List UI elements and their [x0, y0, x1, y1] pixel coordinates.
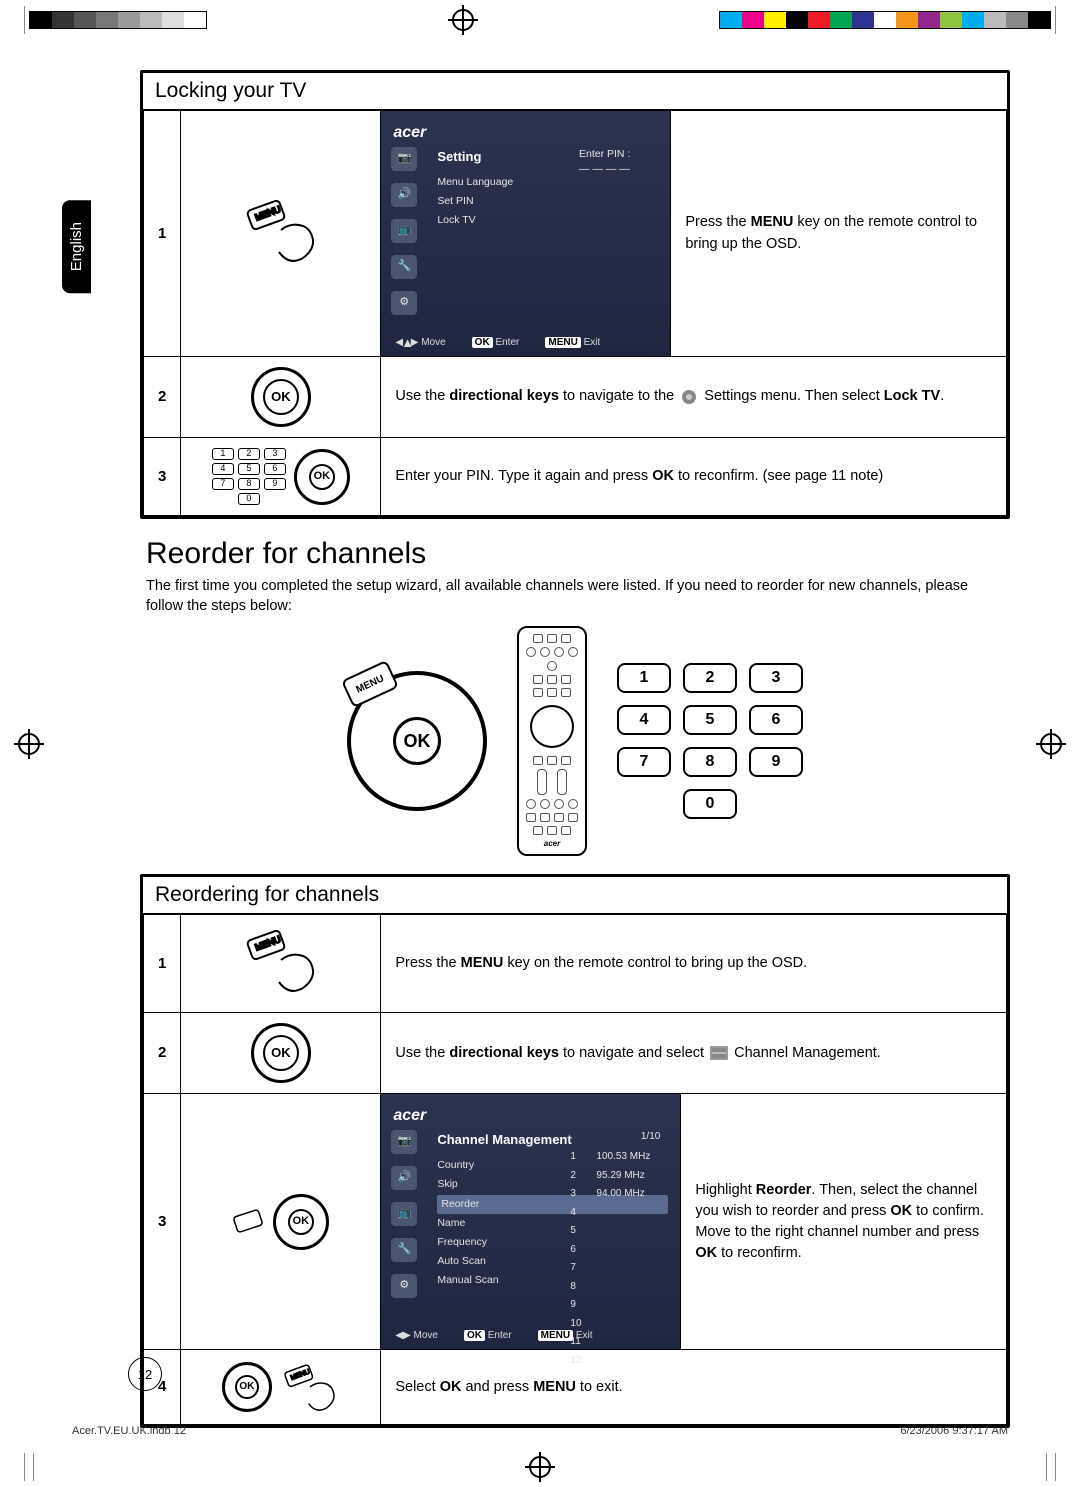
menu-press-icon: MENU [241, 925, 321, 995]
language-tab: English [62, 200, 91, 293]
registration-mark-top [452, 9, 474, 31]
remote-figure: MENU OK acer 1 2 3 4 [140, 626, 1010, 856]
footer-enter: Enter [488, 1330, 512, 1341]
osd-icon: 📺 [391, 1202, 417, 1226]
key-4: 4 [617, 705, 671, 735]
print-marks-bottom [0, 1447, 1080, 1487]
step3-text: Enter your PIN. Type it again and press … [381, 438, 1007, 516]
step-number: 1 [144, 111, 181, 357]
menu-tag-icon [233, 1207, 267, 1237]
ok-ring-icon: OK [294, 449, 350, 505]
print-footer-right: 6/23/2006 9:37:17 AM [900, 1425, 1008, 1441]
footer-move: Move [421, 337, 445, 348]
gear-icon [680, 388, 698, 406]
locking-title: Locking your TV [143, 73, 1007, 110]
key-6: 6 [749, 705, 803, 735]
osd-title: Channel Management [437, 1131, 668, 1150]
key-1: 1 [617, 663, 671, 693]
print-footer: Acer.TV.EU.UK.indb 12 6/23/2006 9:37:17 … [0, 1425, 1080, 1441]
osd-icon: 🔊 [391, 183, 417, 207]
color-bar [719, 11, 1051, 29]
ok-ring-icon: OK [251, 367, 311, 427]
footer-menu-tag: MENU [538, 1330, 573, 1341]
channel-mgmt-icon [710, 1046, 728, 1060]
registration-mark-right [1040, 733, 1062, 755]
remote-logo: acer [544, 839, 560, 848]
locking-steps-table: 1 MENU acer [143, 110, 1007, 516]
reordering-steps-table: 1 MENU Press the MENU key on the remote … [143, 914, 1007, 1425]
osd-pager: 1/10 [641, 1130, 660, 1145]
key-8: 8 [683, 747, 737, 777]
step2-illustration: OK [181, 357, 381, 438]
step-number: 1 [144, 915, 181, 1013]
osd-icon: 📺 [391, 219, 417, 243]
osd-icon: 🔊 [391, 1166, 417, 1190]
osd-icon: 🔧 [391, 255, 417, 279]
rstep1-illustration: MENU [181, 915, 381, 1013]
reorder-heading: Reorder for channels [146, 537, 1010, 571]
menu-press-icon: MENU [280, 1360, 340, 1414]
registration-mark-left [18, 733, 40, 755]
rstep1-text: Press the MENU key on the remote control… [381, 915, 1007, 1013]
grayscale-bar [29, 11, 207, 29]
osd-icon: 🔧 [391, 1238, 417, 1262]
footer-ok-tag: OK [464, 1330, 485, 1341]
key-9: 9 [749, 747, 803, 777]
pin-label: Enter PIN : [579, 148, 630, 160]
print-marks-top [0, 0, 1080, 40]
step-number: 2 [144, 357, 181, 438]
ok-ring-icon: OK [251, 1023, 311, 1083]
key-7: 7 [617, 747, 671, 777]
osd-icon: ⚙ [391, 1274, 417, 1298]
remote-illustration: acer [517, 626, 587, 856]
rstep3-text: Highlight Reorder. Then, select the chan… [681, 1094, 1007, 1350]
big-ok-ring: MENU OK [347, 671, 487, 811]
reorder-paragraph: The first time you completed the setup w… [146, 577, 1004, 616]
osd-channel-mgmt-screenshot: acer 📷 🔊 📺 🔧 ⚙ Channel Management Count [381, 1094, 680, 1349]
footer-exit: Exit [576, 1330, 593, 1341]
step1-text: Press the MENU key on the remote control… [671, 111, 1007, 357]
rstep4-illustration: OK MENU [181, 1350, 381, 1425]
osd-setting-screenshot: acer 📷 🔊 📺 🔧 ⚙ Setting Menu Language [381, 111, 670, 356]
big-keypad: 1 2 3 4 5 6 7 8 9 0 [617, 663, 803, 819]
ok-ring-icon: OK [222, 1362, 272, 1412]
reordering-title: Reordering for channels [143, 877, 1007, 914]
reordering-panel: Reordering for channels 1 MENU [140, 874, 1010, 1428]
rstep2-text: Use the directional keys to navigate and… [381, 1013, 1007, 1094]
footer-menu-tag: MENU [545, 337, 580, 348]
key-0: 0 [683, 789, 737, 819]
osd-icon: 📷 [391, 1130, 417, 1154]
registration-mark-bottom [529, 1456, 551, 1478]
step1-illustration: MENU [181, 111, 381, 357]
locking-panel: Locking your TV 1 MENU [140, 70, 1010, 519]
footer-ok-tag: OK [472, 337, 493, 348]
page-number: 12 [128, 1357, 162, 1391]
footer-exit: Exit [584, 337, 601, 348]
osd-item: Set PIN [437, 192, 658, 211]
footer-enter: Enter [495, 337, 519, 348]
step2-text: Use the directional keys to navigate to … [381, 357, 1007, 438]
ok-ring-icon: OK [273, 1194, 329, 1250]
rstep4-text: Select OK and press MENU to exit. [381, 1350, 1007, 1425]
menu-tag: MENU [341, 660, 399, 708]
step3-illustration: 123 456 789 0 OK [181, 438, 381, 516]
step-number: 3 [144, 1094, 181, 1350]
footer-move: Move [414, 1330, 438, 1341]
pin-dashes: — — — — [579, 163, 630, 175]
key-2: 2 [683, 663, 737, 693]
rstep3-illustration: OK [181, 1094, 381, 1350]
osd-icon: 📷 [391, 147, 417, 171]
key-3: 3 [749, 663, 803, 693]
rstep2-illustration: OK [181, 1013, 381, 1094]
osd-item: Lock TV [437, 211, 658, 230]
step-number: 2 [144, 1013, 181, 1094]
menu-press-icon: MENU [241, 195, 321, 265]
ok-center: OK [393, 717, 441, 765]
osd-icon: ⚙ [391, 291, 417, 315]
key-5: 5 [683, 705, 737, 735]
step-number: 3 [144, 438, 181, 516]
print-footer-left: Acer.TV.EU.UK.indb 12 [72, 1425, 186, 1441]
